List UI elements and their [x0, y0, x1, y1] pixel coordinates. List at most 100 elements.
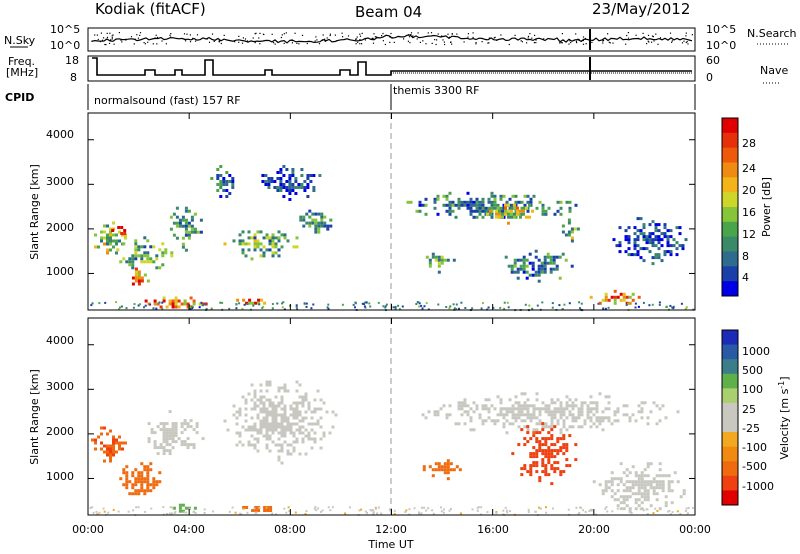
velocity-cell	[348, 506, 351, 509]
velocity-cell	[171, 440, 175, 444]
power-cell	[529, 200, 533, 204]
power-cell	[175, 215, 179, 219]
power-cell	[274, 251, 278, 255]
power-cell	[193, 230, 197, 234]
noise-search-dot	[258, 37, 260, 39]
velocity-cell	[262, 395, 266, 399]
power-cell	[109, 239, 112, 243]
noise-search-dot	[651, 41, 653, 43]
power-cell	[97, 245, 100, 249]
noise-search-dot	[443, 41, 445, 43]
velocity-cell	[649, 483, 653, 487]
noise-search-dot	[121, 41, 123, 43]
velocity-cell	[131, 471, 135, 475]
velocity-cell	[289, 431, 293, 435]
velocity-cell	[112, 447, 115, 451]
power-cell	[368, 302, 371, 305]
power-cell	[277, 230, 281, 234]
power-cell	[633, 232, 637, 236]
power-cell	[115, 233, 118, 237]
velocity-cell	[532, 461, 536, 465]
power-cell	[464, 307, 467, 309]
velocity-cell	[670, 489, 674, 493]
velocity-cell	[440, 510, 443, 513]
velocity-cell	[91, 506, 94, 509]
velocity-cell	[446, 459, 450, 463]
velocity-cell	[631, 486, 635, 490]
power-cell	[302, 224, 306, 228]
power-cell	[672, 307, 675, 310]
freq-label-line2: [MHz]	[6, 66, 38, 79]
velocity-cell	[640, 486, 644, 490]
power-cell	[522, 255, 526, 259]
noise-search-dot	[382, 32, 384, 35]
velocity-cell	[271, 422, 275, 426]
power-cell	[276, 177, 280, 180]
power-cb-tick-8: 8	[742, 250, 749, 263]
velocity-cell	[637, 410, 641, 414]
velocity-cell	[520, 407, 524, 411]
velocity-cell	[165, 431, 169, 435]
noise-search-dot	[534, 34, 536, 36]
power-cell	[144, 299, 148, 303]
velocity-cell	[535, 452, 539, 456]
power-cell	[633, 238, 637, 242]
velocity-cell	[472, 428, 476, 432]
power-cell	[642, 223, 646, 227]
power-cell	[155, 302, 158, 305]
noise-search-dot	[487, 42, 489, 44]
velocity-cell	[550, 467, 554, 471]
velocity-cell	[143, 492, 147, 496]
power-cell	[219, 186, 223, 189]
power-cell	[271, 239, 275, 243]
noise-search-dot	[444, 43, 446, 46]
velocity-cell	[174, 440, 178, 444]
power-cell	[415, 303, 418, 305]
power-cell	[300, 183, 304, 186]
noise-search-dot	[183, 33, 186, 35]
velocity-cell	[178, 509, 182, 513]
velocity-cell	[565, 428, 569, 432]
velocity-cell	[253, 507, 256, 510]
velocity-cell	[577, 416, 581, 420]
power-cell	[482, 302, 484, 305]
power-colorbar-swatch	[722, 236, 738, 252]
power-cell	[645, 238, 649, 242]
velocity-cell	[565, 464, 569, 468]
velocity-cell	[192, 443, 196, 447]
velocity-colorbar	[722, 330, 738, 506]
noise-search-dot	[527, 37, 529, 39]
velocity-cell	[235, 431, 239, 435]
power-cell	[458, 307, 460, 310]
velocity-cell	[541, 422, 545, 426]
velocity-cell	[97, 435, 100, 439]
velocity-cell	[529, 467, 533, 471]
power-cell	[489, 212, 492, 216]
velocity-cell	[544, 455, 548, 459]
noise-search-dot	[110, 39, 112, 41]
power-cell	[297, 183, 301, 186]
velocity-cell	[109, 429, 112, 433]
power-cell	[472, 209, 476, 213]
power-cell	[648, 250, 652, 254]
velocity-cell	[589, 416, 593, 420]
power-cell	[262, 245, 266, 249]
velocity-cell	[268, 425, 272, 429]
velocity-cell	[95, 510, 98, 513]
velocity-cell	[405, 509, 408, 512]
velocity-cell	[125, 477, 129, 481]
power-cell	[555, 267, 559, 271]
velocity-cell	[574, 443, 578, 447]
velocity-cell	[313, 398, 317, 402]
noise-search-dot	[576, 42, 578, 44]
velocity-cell	[366, 511, 368, 514]
velocity-cell	[544, 470, 548, 474]
power-cell	[639, 247, 643, 251]
noise-search-dot	[206, 38, 208, 40]
noise-search-dot	[296, 42, 298, 44]
power-cell	[645, 247, 649, 251]
velocity-cell	[646, 465, 650, 469]
power-cell	[103, 236, 106, 240]
velocity-cell	[484, 419, 488, 423]
velocity-cell	[550, 419, 554, 423]
